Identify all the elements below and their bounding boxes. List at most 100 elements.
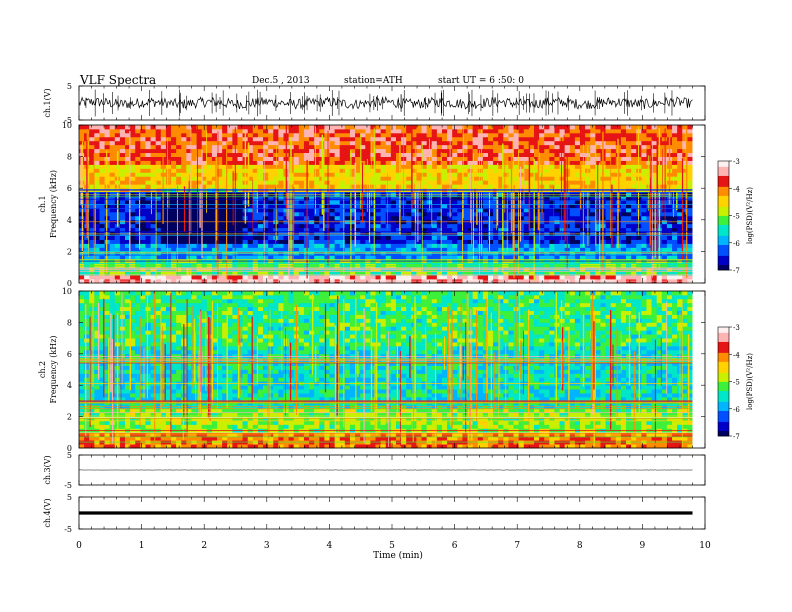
spectrogram-cell xyxy=(247,132,254,138)
spectrogram-cell xyxy=(436,227,443,233)
spectrogram-cell xyxy=(554,160,560,165)
spectrogram-cell xyxy=(263,196,269,201)
spectrogram-cell xyxy=(610,160,617,165)
spectrogram-cell xyxy=(431,132,438,138)
spectrogram-cell xyxy=(395,223,402,229)
spectrogram-cell xyxy=(293,156,300,161)
spectrogram-cell xyxy=(145,211,151,217)
spectrogram-cell xyxy=(431,255,438,260)
spectrogram-cell xyxy=(375,204,382,209)
spectrogram-cell xyxy=(544,247,550,252)
spectrogram-cell xyxy=(482,136,489,142)
spectrogram-cell xyxy=(472,152,479,157)
spectrogram-cell xyxy=(125,196,131,201)
spectrogram-cell xyxy=(493,215,499,221)
spectrogram-cell xyxy=(135,211,141,217)
spectrogram-cell xyxy=(196,148,203,154)
spectrogram-cell xyxy=(651,200,658,205)
spectrogram-cell xyxy=(569,152,576,157)
spectrogram-cell xyxy=(574,164,581,169)
spectrogram-cell xyxy=(472,204,479,209)
spectrogram-cell xyxy=(585,259,591,264)
spectrogram-cell xyxy=(626,235,632,240)
spectrogram-cell xyxy=(278,136,284,142)
spectrogram-cell xyxy=(344,168,351,173)
spectrogram-cell xyxy=(626,156,632,161)
spectrogram-cell xyxy=(395,235,402,240)
spectrogram-cell xyxy=(257,125,264,130)
spectrogram-cell xyxy=(263,172,269,177)
spectrogram-cell xyxy=(610,211,617,217)
spectrogram-cell xyxy=(94,255,100,260)
spectrogram-cell xyxy=(339,180,346,185)
spectrogram-cell xyxy=(309,180,315,185)
spectrogram-cell xyxy=(160,235,167,240)
spectrogram-cell xyxy=(672,196,678,201)
spectrogram-cell xyxy=(222,235,228,240)
spectrogram-cell xyxy=(314,140,320,146)
spectrogram-cell xyxy=(390,211,397,217)
spectrogram-cell xyxy=(176,207,182,213)
spectrogram-cell xyxy=(130,227,136,233)
spectrogram-cell xyxy=(349,136,356,142)
spectrogram-cell xyxy=(155,128,162,134)
spectrogram-cell xyxy=(580,164,586,169)
spectrogram-cell xyxy=(651,235,658,240)
spectrogram-cell xyxy=(171,243,177,248)
spectrogram-cell xyxy=(324,275,330,280)
spectrogram-cell xyxy=(263,207,269,213)
spectrogram-cell xyxy=(610,196,617,201)
spectrogram-cell xyxy=(528,247,535,252)
spectrogram-cell xyxy=(385,200,392,205)
spectrogram-cell xyxy=(441,168,448,173)
spectrogram-cell xyxy=(278,172,284,177)
spectrogram-cell xyxy=(646,275,652,280)
spectrogram-cell xyxy=(222,148,228,154)
spectrogram-cell xyxy=(355,172,361,177)
spectrogram-cell xyxy=(339,128,346,134)
spectrogram-cell xyxy=(191,263,197,268)
spectrogram-cell xyxy=(171,148,177,154)
spectrogram-cell xyxy=(252,125,259,130)
spectrogram-cell xyxy=(620,275,627,280)
spectrogram-cell xyxy=(104,148,111,154)
spectrogram-cell xyxy=(574,247,581,252)
spectrogram-cell xyxy=(227,192,233,197)
spectrogram-cell xyxy=(554,247,560,252)
spectrogram-cell xyxy=(416,239,422,244)
spectrogram-cell xyxy=(585,125,591,130)
spectrogram-cell xyxy=(523,247,530,252)
spectrogram-cell xyxy=(457,255,463,260)
spectrogram-cell xyxy=(104,200,111,205)
spectrogram-cell xyxy=(431,156,438,161)
spectrogram-cell xyxy=(365,259,371,264)
spectrogram-cell xyxy=(252,168,259,173)
spectrogram-cell xyxy=(171,255,177,260)
spectrogram-cell xyxy=(441,164,448,169)
spectrogram-cell xyxy=(344,267,351,272)
spectrogram-cell xyxy=(84,259,90,264)
spectrogram-cell xyxy=(135,215,141,221)
spectrogram-cell xyxy=(687,140,693,146)
spectrogram-cell xyxy=(487,184,494,189)
spectrogram-cell xyxy=(385,172,392,177)
spectrogram-cell xyxy=(452,128,458,134)
spectrogram-cell xyxy=(370,255,376,260)
spectrogram-cell xyxy=(641,168,647,173)
spectrogram-cell xyxy=(574,128,581,134)
spectrogram-cell xyxy=(237,259,243,264)
spectrogram-cell xyxy=(636,140,642,146)
spectrogram-cell xyxy=(89,200,95,205)
spectrogram-cell xyxy=(263,152,269,157)
spectrogram-cell xyxy=(99,275,105,280)
spectrogram-cell xyxy=(349,152,356,157)
spectrogram-cell xyxy=(436,164,443,169)
spectrogram-cell xyxy=(150,239,157,244)
spectrogram-cell xyxy=(273,152,279,157)
spectrogram-cell xyxy=(580,140,586,146)
spectrogram-cell xyxy=(605,140,612,146)
spectrogram-cell xyxy=(605,259,612,264)
spectrogram-cell xyxy=(206,140,213,146)
spectrogram-cell xyxy=(360,267,366,272)
spectrogram-cell xyxy=(247,255,254,260)
